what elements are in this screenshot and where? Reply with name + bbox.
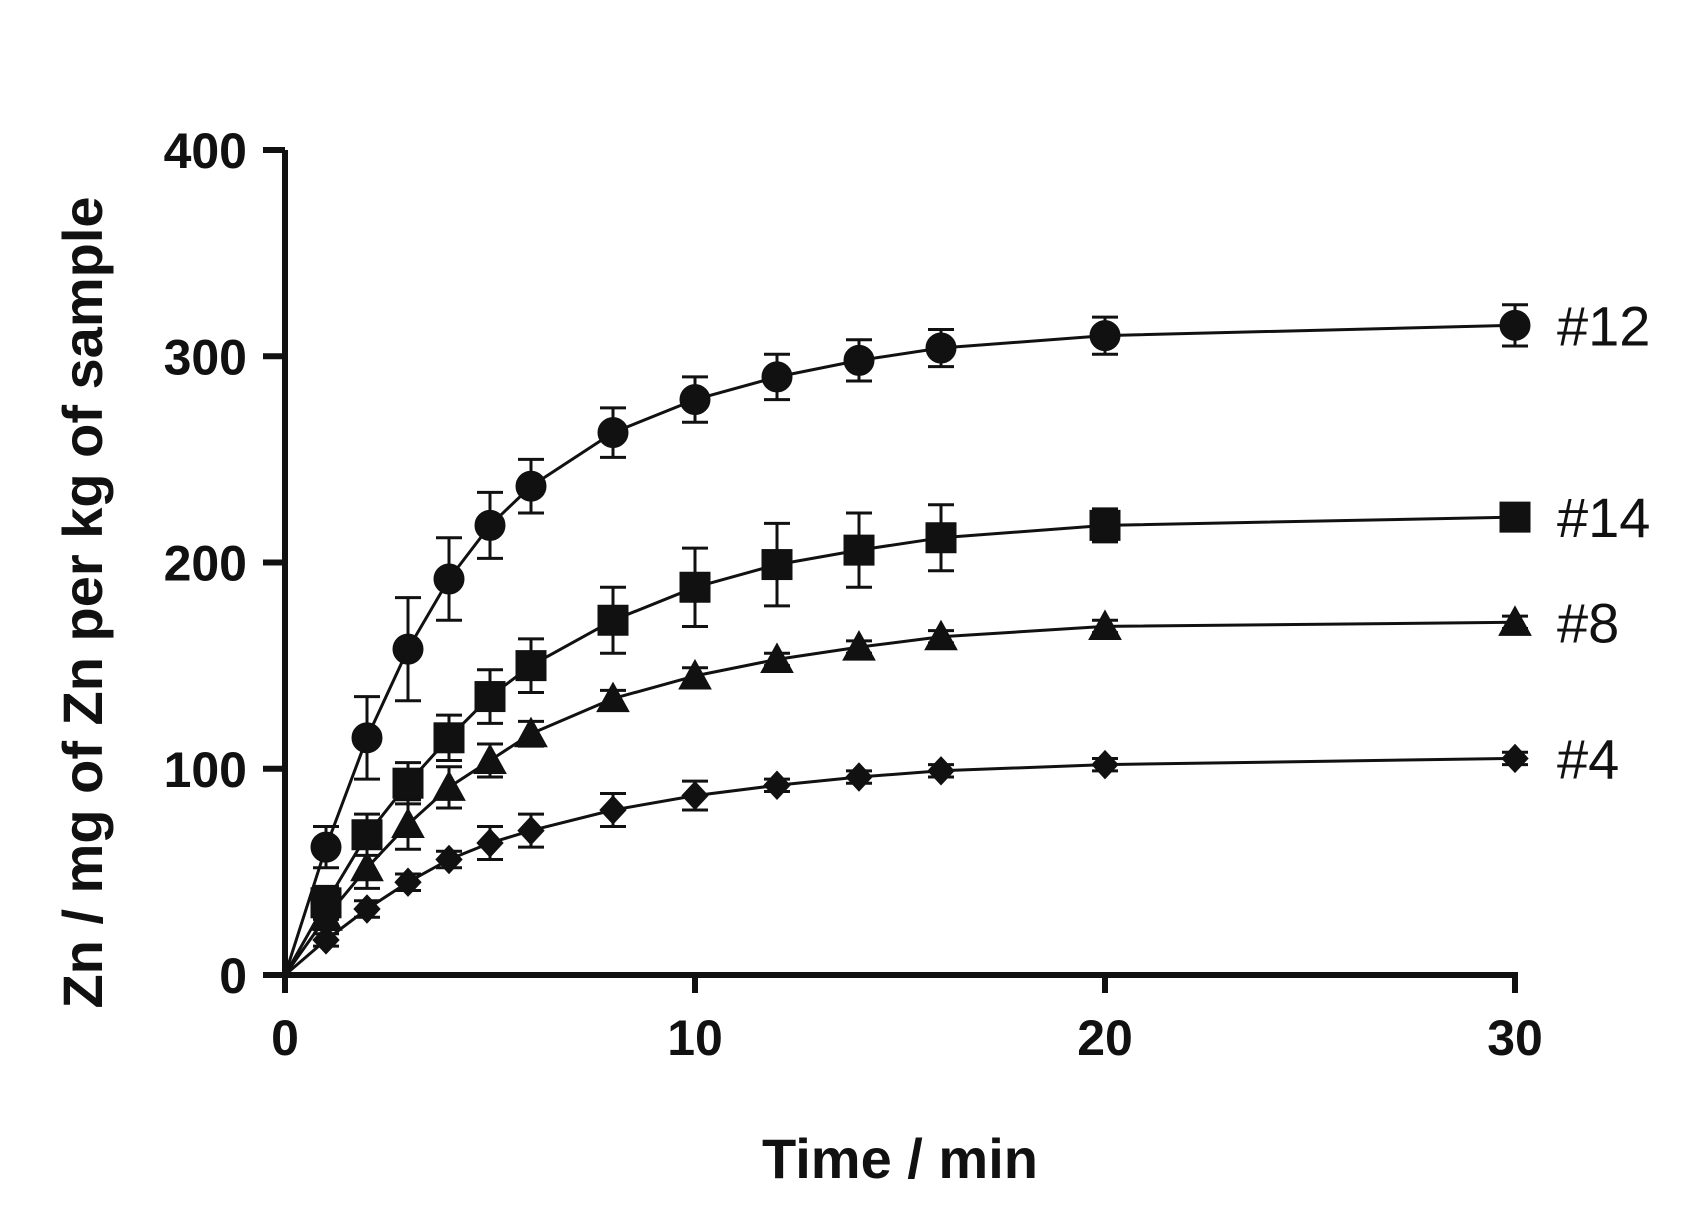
data-point-diamond: [517, 815, 545, 846]
data-point-square: [515, 650, 547, 682]
y-tick-label: 200: [164, 536, 247, 592]
data-point-diamond: [599, 795, 627, 825]
data-point-triangle: [514, 716, 548, 748]
data-point-square: [597, 604, 629, 636]
data-point-circle: [392, 633, 424, 665]
data-point-diamond: [353, 894, 381, 924]
data-point-circle: [1499, 309, 1531, 341]
data-point-square: [351, 819, 383, 851]
y-tick-label: 100: [164, 742, 247, 798]
data-point-square: [679, 571, 711, 603]
y-axis-title: Zn / mg of Zn per kg of sample: [51, 196, 114, 1008]
data-point-triangle: [473, 743, 507, 774]
series-circle: [283, 303, 1531, 976]
series-label: #8: [1557, 591, 1619, 654]
data-point-triangle: [596, 681, 630, 713]
plot-area: [283, 303, 1532, 977]
data-point-triangle: [1088, 609, 1122, 640]
data-point-square: [433, 722, 465, 754]
data-point-diamond: [476, 828, 504, 858]
y-tick-label: 400: [164, 123, 247, 179]
series-line: [284, 756, 1516, 977]
data-point-triangle: [391, 807, 425, 838]
data-point-circle: [925, 332, 957, 364]
data-point-diamond: [845, 762, 873, 792]
data-point-triangle: [924, 619, 958, 651]
x-tick-label: 10: [667, 1010, 723, 1066]
data-point-circle: [1089, 320, 1121, 352]
series-line: [283, 515, 1516, 976]
data-point-square: [1089, 509, 1121, 541]
labels: Time / min Zn / mg of Zn per kg of sampl…: [51, 123, 1650, 1190]
data-point-circle: [515, 470, 547, 502]
data-point-circle: [351, 722, 383, 754]
data-point-diamond: [927, 756, 955, 786]
axes: [263, 147, 1518, 993]
x-tick-label: 30: [1487, 1010, 1543, 1066]
series-triangle: [283, 605, 1532, 976]
data-point-circle: [474, 509, 506, 541]
data-point-triangle: [1498, 605, 1532, 636]
data-point-triangle: [678, 658, 712, 690]
data-point-diamond: [681, 780, 709, 811]
data-point-diamond: [1501, 743, 1529, 774]
data-point-diamond: [394, 867, 422, 897]
data-point-circle: [761, 361, 793, 393]
data-point-circle: [310, 831, 342, 863]
data-point-circle: [597, 417, 629, 449]
data-point-triangle: [842, 630, 876, 661]
x-axis-title: Time / min: [762, 1127, 1038, 1190]
data-point-triangle: [432, 770, 466, 801]
series-line: [283, 323, 1516, 976]
series-label: #12: [1557, 294, 1650, 357]
data-point-diamond: [312, 925, 340, 955]
data-point-square: [392, 767, 424, 799]
data-point-square: [843, 534, 875, 566]
data-point-square: [925, 522, 957, 554]
series-line: [283, 620, 1516, 976]
series-square: [283, 501, 1531, 976]
data-point-circle: [433, 563, 465, 595]
series-label: #14: [1557, 486, 1650, 549]
data-point-circle: [843, 344, 875, 376]
data-point-square: [474, 681, 506, 713]
series-diamond: [284, 743, 1529, 977]
data-point-diamond: [1091, 749, 1119, 780]
x-tick-label: 0: [271, 1010, 299, 1066]
data-point-triangle: [350, 850, 384, 882]
series-label: #4: [1557, 727, 1619, 790]
data-point-triangle: [760, 642, 794, 673]
data-point-square: [761, 549, 793, 581]
y-tick-label: 0: [219, 948, 247, 1004]
x-tick-label: 20: [1077, 1010, 1133, 1066]
data-point-square: [1499, 501, 1531, 533]
y-tick-label: 300: [164, 329, 247, 385]
data-point-diamond: [763, 770, 791, 800]
data-point-circle: [679, 384, 711, 416]
data-point-diamond: [435, 844, 463, 875]
